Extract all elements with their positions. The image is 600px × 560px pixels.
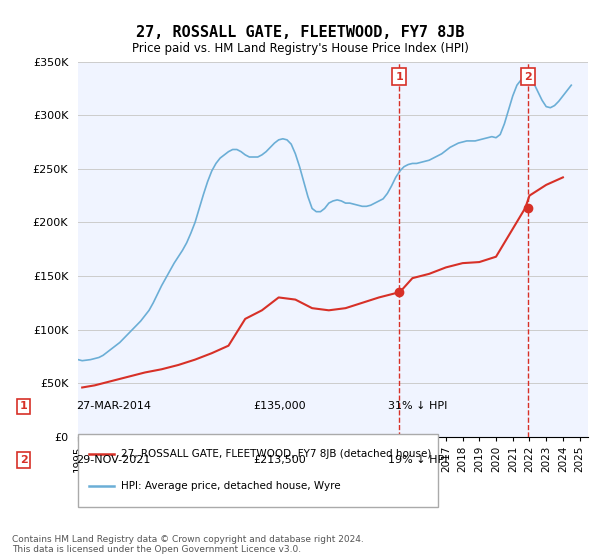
Text: £213,500: £213,500 [253, 455, 306, 465]
Text: 2: 2 [20, 455, 28, 465]
Text: 19% ↓ HPI: 19% ↓ HPI [388, 455, 448, 465]
FancyBboxPatch shape [78, 434, 438, 507]
Text: 2: 2 [524, 72, 532, 82]
Text: 27, ROSSALL GATE, FLEETWOOD, FY7 8JB (detached house): 27, ROSSALL GATE, FLEETWOOD, FY7 8JB (de… [121, 449, 431, 459]
Text: 29-NOV-2021: 29-NOV-2021 [77, 455, 151, 465]
Text: Price paid vs. HM Land Registry's House Price Index (HPI): Price paid vs. HM Land Registry's House … [131, 42, 469, 55]
Text: 31% ↓ HPI: 31% ↓ HPI [388, 402, 448, 412]
Text: 27, ROSSALL GATE, FLEETWOOD, FY7 8JB: 27, ROSSALL GATE, FLEETWOOD, FY7 8JB [136, 25, 464, 40]
Text: HPI: Average price, detached house, Wyre: HPI: Average price, detached house, Wyre [121, 482, 341, 492]
Text: 1: 1 [395, 72, 403, 82]
Text: 27-MAR-2014: 27-MAR-2014 [77, 402, 152, 412]
Text: 1: 1 [20, 402, 28, 412]
Text: £135,000: £135,000 [253, 402, 305, 412]
Text: Contains HM Land Registry data © Crown copyright and database right 2024.
This d: Contains HM Land Registry data © Crown c… [12, 535, 364, 554]
